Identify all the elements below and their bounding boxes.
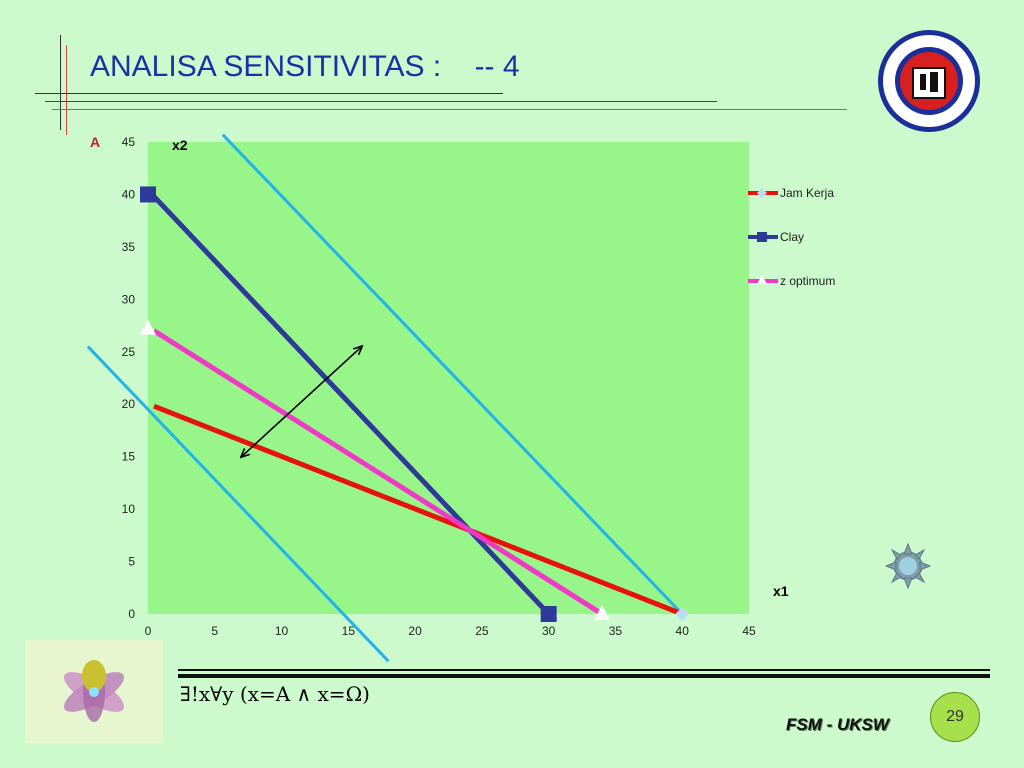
formula: ∃!x∀y (x=A ∧ x=Ω) — [180, 682, 370, 706]
plot-area — [148, 142, 749, 614]
legend-marker — [757, 188, 767, 198]
x-tick-label: 45 — [742, 624, 756, 638]
slide-title: ANALISA SENSITIVITAS : -- 4 — [90, 50, 520, 83]
data-point — [140, 186, 156, 203]
legend-label: z optimum — [780, 274, 835, 288]
iso-profit-line — [86, 345, 390, 663]
x-tick-label: 5 — [211, 624, 218, 638]
y-tick-label: 25 — [122, 345, 136, 359]
data-point — [594, 605, 611, 620]
point-label: A — [90, 134, 101, 150]
direction-arrow — [241, 347, 361, 457]
series-line-z-optimum — [152, 328, 604, 617]
y-axis-label: x2 — [172, 137, 188, 153]
y-tick-label: 15 — [122, 450, 136, 464]
y-tick-label: 20 — [122, 397, 136, 411]
x-tick-label: 30 — [542, 624, 556, 638]
x-tick-label: 25 — [475, 624, 489, 638]
flower-image — [25, 640, 163, 743]
iso-profit-line — [221, 133, 684, 616]
legend-label: Jam Kerja — [780, 186, 834, 200]
y-tick-label: 10 — [122, 502, 136, 516]
y-tick-label: 0 — [128, 607, 135, 621]
x-tick-label: 0 — [145, 624, 152, 638]
page-number: 29 — [930, 692, 980, 742]
left-rule-red — [66, 45, 67, 135]
title-rule-black — [35, 93, 503, 94]
y-tick-label: 30 — [122, 292, 136, 306]
title-rule-red — [52, 109, 847, 110]
page-number-text: 29 — [946, 708, 964, 725]
university-logo — [878, 30, 980, 132]
x-axis-label: x1 — [773, 583, 789, 599]
gear-icon — [885, 543, 931, 589]
footer-rule-2 — [178, 674, 990, 678]
x-tick-label: 35 — [609, 624, 623, 638]
y-tick-label: 45 — [122, 135, 136, 149]
y-tick-label: 5 — [128, 555, 135, 569]
data-point — [140, 319, 156, 335]
legend-marker — [757, 275, 767, 284]
footer-rule-1 — [178, 669, 990, 671]
left-rule-black — [60, 35, 61, 130]
legend-label: Clay — [780, 230, 804, 244]
x-tick-label: 20 — [408, 624, 422, 638]
x-tick-label: 10 — [275, 624, 289, 638]
data-point — [675, 607, 690, 621]
x-tick-label: 15 — [342, 624, 356, 638]
footer-label: FSM - UKSW — [786, 715, 889, 734]
legend-marker — [757, 232, 767, 242]
title-rule-blue — [45, 101, 717, 102]
y-tick-label: 35 — [122, 240, 136, 254]
data-point — [540, 606, 557, 622]
x-tick-label: 40 — [676, 624, 690, 638]
y-tick-label: 40 — [122, 187, 136, 201]
